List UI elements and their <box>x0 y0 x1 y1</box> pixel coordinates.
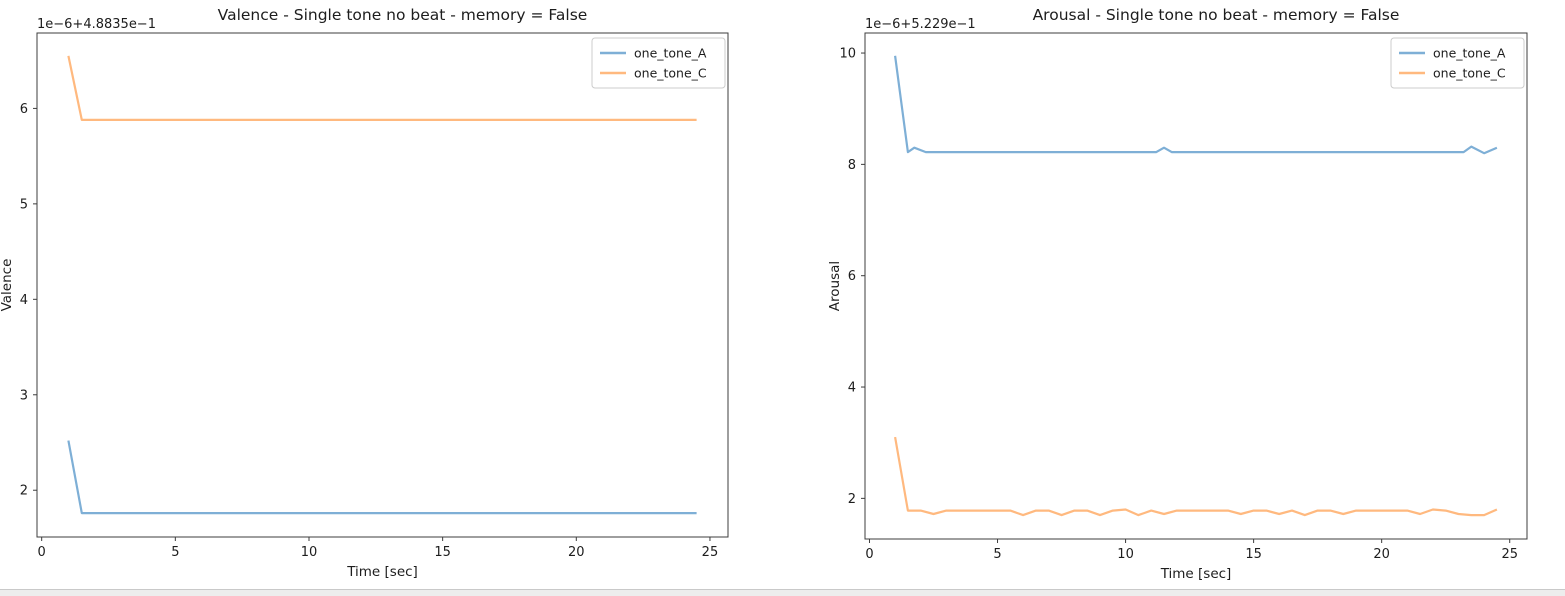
valence-plot-area <box>36 32 729 538</box>
arousal-chart-canvas: 0 5 10 15 20 25 2 4 6 8 10 Arousal - Single tone no… <box>827 6 1528 582</box>
y-tick-label: 6 <box>20 102 28 117</box>
series-line-one_tone_C <box>67 55 697 122</box>
y-tick-label: 4 <box>848 381 856 396</box>
y-tick-label: 5 <box>20 197 28 212</box>
legend-box <box>591 37 726 89</box>
legend-label-one_tone_C: one_tone_C <box>1433 66 1506 81</box>
bottom-edge-strip <box>0 589 1565 596</box>
x-tick-label: 25 <box>1501 547 1518 562</box>
x-axis-label: Time [sec] <box>346 564 418 580</box>
x-axis-label: Time [sec] <box>1160 566 1232 582</box>
chart-title: Arousal - Single tone no beat - memory =… <box>1033 6 1400 24</box>
valence-chart-figure: 0 5 10 15 20 25 2 3 4 5 6 Valence - Single tone no … <box>0 0 782 590</box>
y-tick-label: 8 <box>848 158 856 173</box>
arousal-chart-figure: 0 5 10 15 20 25 2 4 6 8 10 Arousal - Single tone no… <box>782 0 1565 590</box>
y-tick-label: 3 <box>20 388 28 403</box>
x-tick-label: 20 <box>1373 547 1390 562</box>
y-tick-label: 2 <box>848 492 856 507</box>
x-tick-label: 0 <box>38 545 46 560</box>
y-axis-offset-text: 1e−6+4.8835e−1 <box>37 17 156 32</box>
x-tick-label: 25 <box>702 545 719 560</box>
legend-label-one_tone_C: one_tone_C <box>634 66 707 81</box>
y-axis-label: Valence <box>0 259 15 312</box>
y-tick-label: 4 <box>20 293 28 308</box>
y-tick-label: 10 <box>839 47 856 62</box>
y-tick-label: 2 <box>20 484 28 499</box>
x-tick-label: 20 <box>568 545 585 560</box>
x-tick-label: 15 <box>1245 547 1262 562</box>
y-axis-offset-text: 1e−6+5.229e−1 <box>865 17 976 32</box>
series-line-one_tone_A <box>894 55 1498 155</box>
valence-chart-canvas: 0 5 10 15 20 25 2 3 4 5 6 Valence - Single tone no … <box>0 6 729 580</box>
legend-label-one_tone_A: one_tone_A <box>634 46 707 61</box>
x-tick-label: 10 <box>1117 547 1134 562</box>
x-tick-label: 10 <box>301 545 318 560</box>
chart-title: Valence - Single tone no beat - memory =… <box>218 6 588 24</box>
x-tick-label: 15 <box>434 545 451 560</box>
x-tick-label: 0 <box>865 547 873 562</box>
y-axis-label: Arousal <box>827 261 843 311</box>
y-tick-label: 6 <box>848 269 856 284</box>
legend-box <box>1390 37 1525 89</box>
legend-label-one_tone_A: one_tone_A <box>1433 46 1506 61</box>
arousal-plot-area <box>864 32 1528 540</box>
x-tick-label: 5 <box>993 547 1001 562</box>
series-line-one_tone_A <box>67 440 697 515</box>
series-line-one_tone_C <box>894 436 1498 517</box>
x-tick-label: 5 <box>171 545 179 560</box>
